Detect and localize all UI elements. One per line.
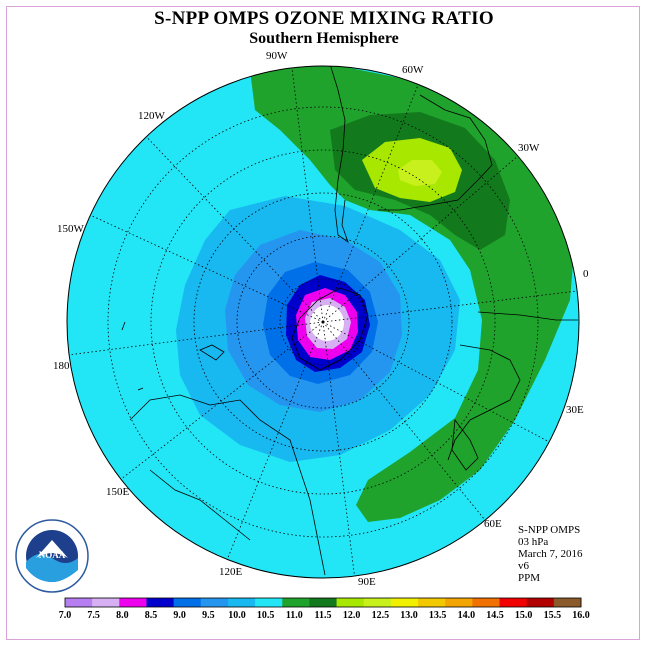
colorbar-tick-label: 10.0 (228, 610, 246, 621)
colorbar-tick-label: 14.0 (458, 610, 476, 621)
colorbar-swatch (309, 598, 338, 607)
map-title: S-NPP OMPS OZONE MIXING RATIO (154, 8, 494, 29)
colorbar-swatch (255, 598, 283, 607)
figure-frame (6, 6, 640, 640)
colorbar-swatch (472, 598, 501, 607)
label-150w: 150W (57, 223, 84, 235)
label-180: 180 (53, 360, 70, 372)
label-30w: 30W (518, 142, 540, 154)
colorbar-swatch (499, 598, 528, 607)
colorbar-tick-label: 8.0 (116, 610, 129, 621)
colorbar-tick-label: 11.0 (286, 610, 303, 621)
latitude-circles (107, 106, 539, 538)
info-units: PPM (518, 572, 541, 584)
colorbar-tick-label: 10.5 (257, 610, 275, 621)
label-60w: 60W (402, 64, 424, 76)
info-product: S-NPP OMPS (518, 524, 581, 536)
south-pole-dot (321, 320, 325, 324)
noaa-logo-icon: NOAA (15, 519, 89, 593)
label-90e: 90E (358, 576, 376, 588)
colorbar-swatch (363, 598, 392, 607)
coastlines (121, 66, 578, 576)
colorbar-swatch (418, 598, 446, 607)
colorbar-tick-label: 15.5 (544, 610, 562, 621)
colorbar-tick-label: 13.5 (429, 610, 447, 621)
colorbar-tick-label: 12.0 (343, 610, 361, 621)
label-90w: 90W (266, 50, 288, 62)
noaa-logo-text: NOAA (39, 550, 66, 560)
field-7-7.5 (310, 305, 344, 341)
map-subtitle: Southern Hemisphere (249, 30, 399, 47)
label-120e: 120E (219, 566, 243, 578)
map-border (66, 65, 580, 579)
colorbar-tick-label: 11.5 (315, 610, 332, 621)
colorbar-tick-label: 9.5 (202, 610, 215, 621)
colorbar-swatch (200, 598, 229, 607)
label-150e: 150E (106, 486, 130, 498)
colorbar-tick-label: 7.5 (87, 610, 100, 621)
colorbar-swatch (65, 598, 93, 607)
colorbar-tick-label: 16.0 (572, 610, 590, 621)
colorbar-swatch (119, 598, 147, 607)
colorbar-tick-label: 14.5 (486, 610, 504, 621)
info-block: S-NPP OMPS 03 hPa March 7, 2016 v6 PPM (518, 524, 582, 584)
colorbar-swatch (227, 598, 256, 607)
colorbar-border (64, 597, 582, 608)
colorbar-swatch (526, 598, 555, 607)
colorbar-tick-label: 7.0 (59, 610, 72, 621)
colorbar-swatch (173, 598, 202, 607)
colorbar-swatch (553, 598, 582, 607)
label-0: 0 (583, 268, 589, 280)
info-version: v6 (518, 560, 529, 572)
label-120w: 120W (138, 110, 165, 122)
label-60e: 60E (484, 518, 502, 530)
colorbar-tick-label: 8.5 (145, 610, 158, 621)
meridians (67, 67, 579, 578)
label-30e: 30E (566, 404, 584, 416)
colorbar-tick-label: 13.0 (400, 610, 418, 621)
colorbar-swatch (336, 598, 365, 607)
colorbar-tick-label: 9.0 (173, 610, 186, 621)
colorbar-swatch (445, 598, 473, 607)
colorbar-tick-label: 12.5 (372, 610, 390, 621)
colorbar: 7.0 7.5 8.0 8.5 9.0 9.5 10.0 10.5 11.0 11.5 12.0 12… (59, 597, 590, 621)
colorbar-swatch (282, 598, 310, 607)
colorbar-swatch (146, 598, 175, 607)
info-date: March 7, 2016 (518, 548, 583, 560)
colorbar-swatch (92, 598, 120, 607)
colorbar-tick-label: 15.0 (515, 610, 533, 621)
colorbar-swatch (390, 598, 419, 607)
info-level: 03 hPa (518, 536, 549, 548)
field-12.5-13 (398, 160, 442, 186)
